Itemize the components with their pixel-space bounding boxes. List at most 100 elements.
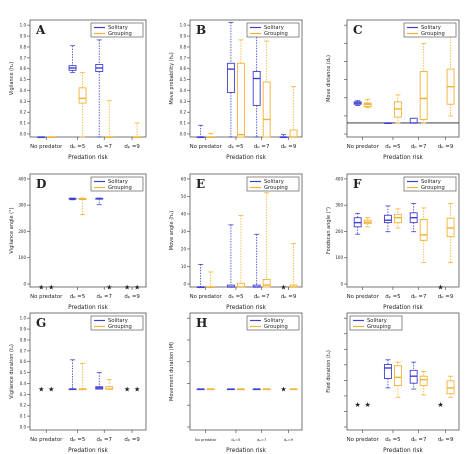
y-tick-label: 0.0 (180, 132, 187, 137)
y-axis-label: Vigilance (hₐ) (9, 62, 15, 95)
outlier-star: ★ (124, 386, 130, 394)
box-iqr (252, 71, 261, 106)
y-tick-label: 20 (181, 246, 187, 251)
y-tick-label: 0.6 (20, 359, 27, 364)
y-tick-label: 40 (181, 211, 187, 216)
x-tick-label: dₚ=7 (257, 438, 266, 442)
legend-label-solitary: Solitary (264, 179, 284, 185)
y-axis-label: Vigilance angle (°) (9, 207, 15, 253)
legend-label-grouping: Grouping (264, 324, 288, 330)
y-tick-label: 0.6 (20, 66, 27, 71)
legend-label-solitary: Solitary (108, 25, 128, 31)
legend-label-grouping: Grouping (421, 185, 445, 191)
outlier-star: ★ (365, 401, 371, 409)
y-tick-label: 200 (18, 229, 26, 234)
panel-letter: A (35, 23, 46, 37)
y-tick-label: 400 (335, 176, 343, 181)
plot-frame (189, 312, 303, 431)
panel-letter: D (36, 177, 46, 191)
x-axis-label: Predation risk (226, 448, 266, 454)
y-tick-label: 0.0 (20, 132, 27, 137)
x-tick-label: dₚ =9 (438, 144, 454, 150)
y-tick-label: 0.3 (20, 392, 27, 397)
plot-frame (346, 173, 460, 288)
legend-label-solitary: Solitary (421, 179, 441, 185)
x-tick-label: dₚ =7 (97, 144, 112, 150)
x-tick-label: dₚ =7 (97, 294, 112, 300)
x-tick-label: dₚ =9 (438, 437, 454, 443)
outlier-star: ★ (48, 386, 54, 394)
x-tick-label: dₚ =7 (411, 437, 426, 443)
y-tick-label: 1.0 (20, 316, 27, 321)
y-axis-label: Movement duration (M) (169, 342, 175, 401)
y-tick-label: 50 (181, 194, 187, 199)
x-axis-label: Predation risk (68, 305, 108, 311)
x-axis-label: Predation risk (383, 155, 423, 161)
x-tick-label: dₚ =5 (385, 437, 400, 443)
y-tick-label: 0.7 (20, 348, 27, 353)
plot-frame (29, 173, 147, 288)
y-tick-label: 300 (335, 203, 343, 208)
plot-frame (189, 19, 303, 138)
y-axis-label: Vigilance duration (tₐ) (9, 344, 15, 399)
panel-c: C Move distance (dₐ) No predator dₚ =5 dₚ =7… (326, 19, 460, 161)
x-tick-label: dₚ =9 (124, 437, 140, 443)
y-tick-label: 0.7 (20, 55, 27, 60)
panel-e: E 0 10 20 30 40 50 60 Move angle (hₐ) No predator… (169, 173, 303, 311)
box-iqr (289, 129, 298, 138)
y-tick-label: 30 (181, 229, 187, 234)
legend-label-solitary: Solitary (108, 179, 128, 185)
outlier-star: ★ (280, 284, 286, 292)
x-tick-label: dₚ =9 (281, 294, 297, 300)
panel-letter: B (196, 23, 206, 37)
y-tick-label: 0.4 (20, 381, 27, 386)
y-axis-label: Fled duration (tₐ) (326, 350, 332, 393)
panel-letter: C (353, 23, 363, 37)
x-tick-label: dₚ=5 (231, 438, 240, 442)
x-axis-label: Predation risk (226, 305, 266, 311)
panel-f: F 0 100 200 300 400 Foodscan angle (°) No preda… (326, 173, 460, 311)
x-tick-label: dₚ =5 (228, 144, 243, 150)
y-tick-label: 60 (181, 176, 187, 181)
y-tick-label: 0.1 (180, 121, 187, 126)
y-tick-label: 200 (335, 229, 343, 234)
panel-g: G 0.0 0.1 0.2 0.3 0.4 0.5 0.6 0.7 0.8 0.9 1.0 Vigila… (9, 312, 147, 454)
outlier-star: ★ (280, 386, 286, 394)
x-axis-label: Predation risk (383, 305, 423, 311)
x-tick-label: No predator (190, 294, 223, 300)
x-tick-label: No predator (30, 437, 63, 443)
panel-letter: F (353, 177, 362, 191)
outlier-star: ★ (38, 284, 44, 292)
y-tick-label: 100 (335, 255, 343, 260)
outlier-star: ★ (134, 284, 140, 292)
box-iqr (409, 117, 418, 124)
legend-label-grouping: Grouping (367, 324, 391, 330)
x-tick-label: dₚ =5 (385, 294, 400, 300)
box-iqr (419, 71, 428, 120)
x-tick-label: dₚ =7 (254, 144, 269, 150)
y-tick-label: 0.2 (180, 110, 187, 115)
x-tick-label: No predator (190, 144, 223, 150)
x-tick-label: No predator (347, 144, 380, 150)
y-tick-label: 0.2 (20, 403, 27, 408)
box-iqr (236, 62, 245, 138)
panel-letter: H (196, 316, 207, 330)
y-axis-label: Move probability (hₐ) (169, 52, 175, 104)
panel-letter: G (36, 316, 46, 330)
box-iqr (419, 375, 428, 386)
y-tick-label: 0 (183, 282, 186, 287)
x-tick-label: dₚ =7 (97, 437, 112, 443)
box-iqr (262, 81, 271, 138)
box-iqr (383, 364, 392, 379)
outlier-star: ★ (437, 284, 443, 292)
x-tick-label: No predator (30, 294, 63, 300)
x-tick-label: dₚ =9 (281, 144, 297, 150)
y-tick-label: 0.8 (20, 44, 27, 49)
y-tick-label: 0.1 (20, 414, 27, 419)
legend-label-grouping: Grouping (264, 185, 288, 191)
box-iqr (262, 279, 271, 288)
